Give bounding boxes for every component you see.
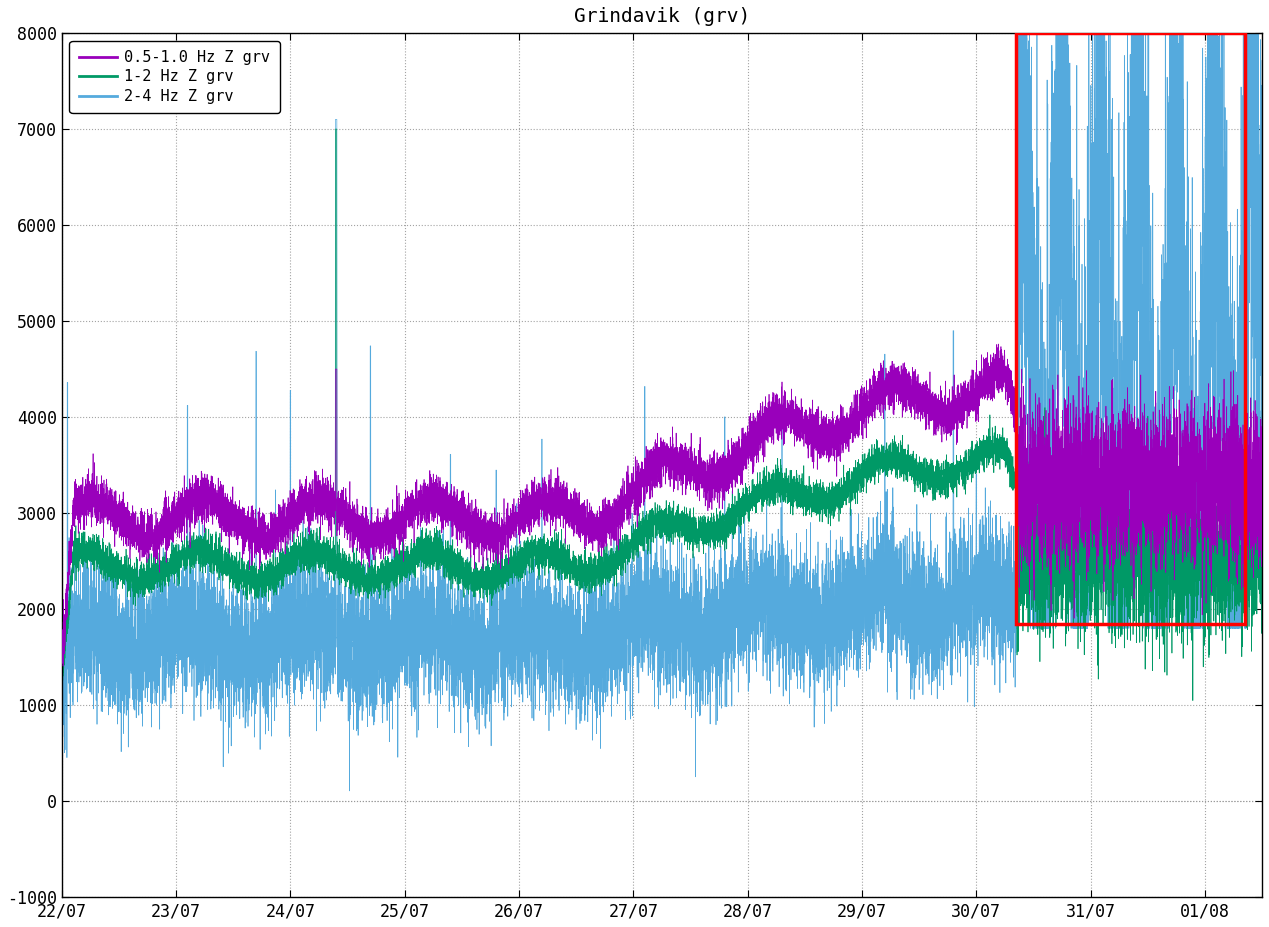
Bar <box>1016 33 1245 624</box>
Legend: 0.5-1.0 Hz Z grv, 1-2 Hz Z grv, 2-4 Hz Z grv: 0.5-1.0 Hz Z grv, 1-2 Hz Z grv, 2-4 Hz Z… <box>70 41 279 113</box>
Title: Grindavik (grv): Grindavik (grv) <box>574 6 750 26</box>
